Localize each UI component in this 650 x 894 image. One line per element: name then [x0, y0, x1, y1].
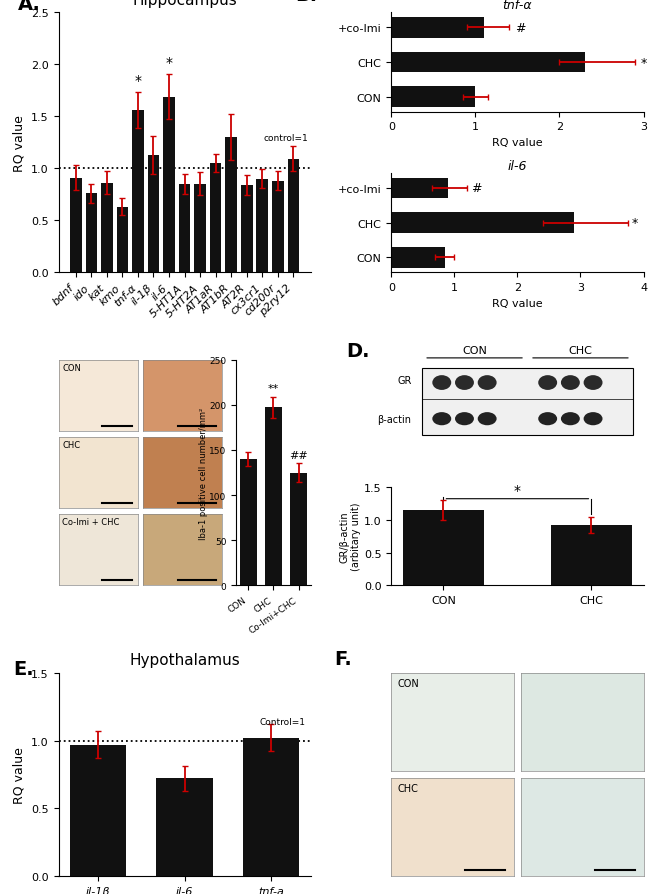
Ellipse shape [478, 413, 497, 426]
Ellipse shape [455, 375, 474, 391]
Text: *: * [632, 217, 638, 230]
Bar [422, 368, 633, 435]
Bar [116, 207, 128, 273]
Text: D.: D. [346, 342, 369, 361]
Bar [240, 460, 257, 586]
Ellipse shape [584, 375, 603, 391]
Ellipse shape [584, 413, 603, 426]
Text: *: * [514, 483, 521, 497]
Y-axis label: RQ value: RQ value [12, 746, 25, 803]
Bar [163, 97, 175, 273]
Bar [391, 88, 475, 108]
Text: F.: F. [335, 650, 352, 669]
Ellipse shape [455, 413, 474, 426]
Bar [391, 213, 574, 234]
Bar [287, 160, 299, 273]
X-axis label: RQ value: RQ value [492, 138, 543, 148]
Bar [265, 408, 282, 586]
Ellipse shape [538, 413, 557, 426]
Text: #: # [471, 182, 482, 195]
Text: Control=1: Control=1 [259, 717, 306, 726]
Text: control=1: control=1 [263, 133, 308, 142]
Text: GR: GR [397, 375, 411, 385]
Text: *: * [641, 56, 647, 70]
Bar [157, 779, 213, 876]
Bar [132, 111, 144, 273]
Bar [101, 183, 112, 273]
Text: **: ** [268, 384, 279, 393]
Title: Hypothalamus: Hypothalamus [129, 653, 240, 668]
Ellipse shape [561, 375, 580, 391]
Text: Co-Imi + CHC: Co-Imi + CHC [62, 518, 120, 527]
Text: CON: CON [397, 678, 419, 687]
Text: CON: CON [62, 364, 81, 373]
Title: Hippocampus: Hippocampus [132, 0, 237, 8]
X-axis label: RQ value: RQ value [492, 299, 543, 308]
Text: #: # [515, 21, 525, 35]
Bar [257, 180, 268, 273]
Text: CON: CON [462, 345, 487, 355]
Text: β-actin: β-actin [378, 414, 411, 425]
Y-axis label: RQ value: RQ value [12, 114, 25, 172]
Bar [551, 526, 632, 586]
Bar [391, 179, 448, 199]
Text: ##: ## [289, 451, 308, 460]
Bar [148, 156, 159, 273]
Text: A.: A. [18, 0, 41, 14]
Bar [70, 179, 82, 273]
Title: tnf-α: tnf-α [502, 0, 532, 13]
Bar [241, 186, 253, 273]
Ellipse shape [538, 375, 557, 391]
Bar [243, 738, 299, 876]
Text: E.: E. [13, 659, 34, 678]
Bar [194, 185, 206, 273]
Text: *: * [135, 74, 142, 89]
Ellipse shape [478, 375, 497, 391]
Ellipse shape [432, 413, 451, 426]
Bar [391, 248, 445, 268]
Bar [226, 138, 237, 273]
Bar [210, 164, 222, 273]
Ellipse shape [561, 413, 580, 426]
Text: CHC: CHC [62, 441, 81, 450]
Text: *: * [166, 55, 172, 70]
Text: CHC: CHC [569, 345, 592, 355]
Bar [86, 194, 97, 273]
Bar [290, 473, 307, 586]
Ellipse shape [432, 375, 451, 391]
Bar [391, 18, 484, 38]
Text: B.: B. [296, 0, 318, 4]
Bar [272, 181, 283, 273]
Bar [403, 510, 484, 586]
Bar [70, 745, 126, 876]
Title: il-6: il-6 [508, 160, 527, 173]
Y-axis label: Iba-1 positive cell number/mm²: Iba-1 positive cell number/mm² [199, 407, 208, 539]
Y-axis label: GR/β-actin
(arbitary unit): GR/β-actin (arbitary unit) [339, 502, 361, 570]
Bar [179, 185, 190, 273]
Bar [391, 53, 584, 73]
Text: CHC: CHC [397, 783, 419, 793]
